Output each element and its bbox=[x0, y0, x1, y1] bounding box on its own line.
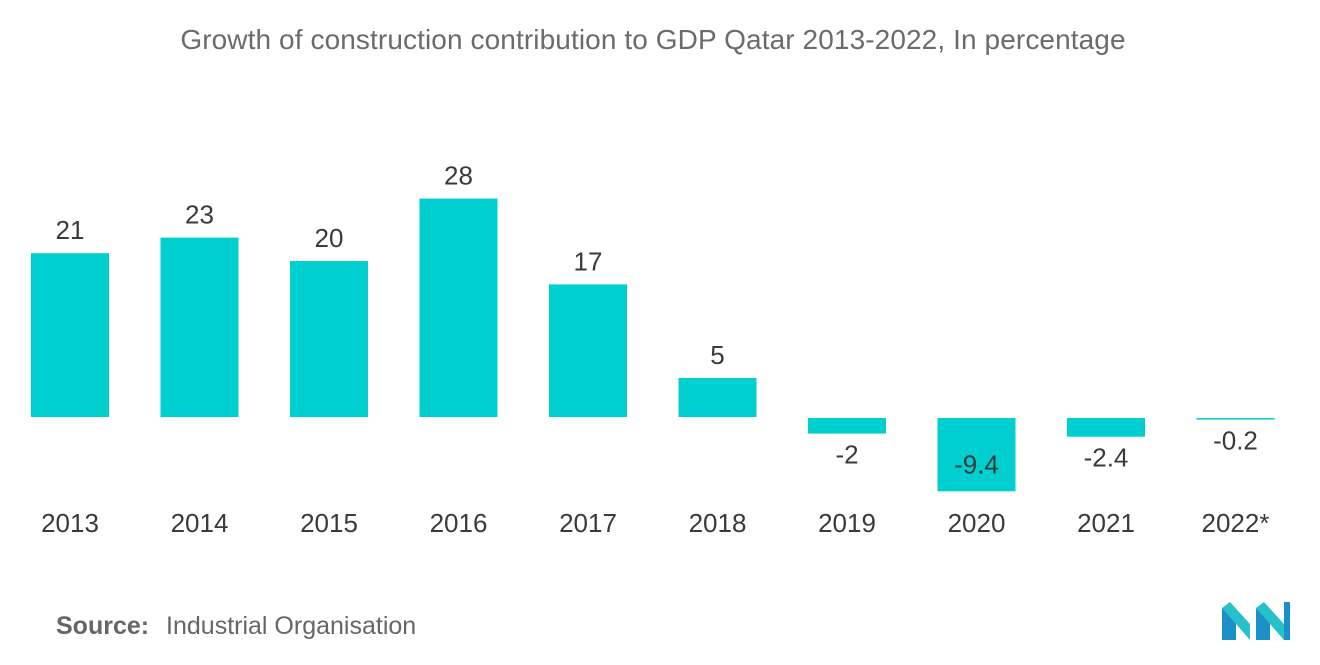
x-tick-2015: 2015 bbox=[300, 508, 358, 538]
bar-2014 bbox=[160, 237, 239, 417]
bar-2019 bbox=[808, 418, 886, 434]
value-label-2016: 28 bbox=[444, 161, 473, 191]
x-tick-2021: 2021 bbox=[1077, 508, 1135, 538]
x-tick-2018: 2018 bbox=[689, 508, 747, 538]
value-label-2021: -2.4 bbox=[1084, 443, 1129, 473]
value-label-2022*: -0.2 bbox=[1213, 426, 1258, 456]
bar-2016 bbox=[419, 198, 498, 417]
x-tick-2022*: 2022* bbox=[1202, 508, 1270, 538]
mordor-intelligence-logo-icon bbox=[1222, 602, 1290, 640]
value-label-2014: 23 bbox=[185, 200, 214, 230]
bar-2021 bbox=[1067, 418, 1145, 437]
x-axis-tick-labels: 2013 2014 2015 2016 2017 2018 2019 2020 2021 2022… bbox=[41, 508, 1269, 538]
value-label-2015: 20 bbox=[315, 223, 344, 253]
value-label-2013: 21 bbox=[56, 215, 85, 245]
value-labels-group: 21 23 20 28 17 5 -2 -9.4 -2.4 -0.2 bbox=[56, 161, 1258, 480]
x-tick-2014: 2014 bbox=[171, 508, 229, 538]
value-label-2020: -9.4 bbox=[954, 449, 999, 479]
value-label-2019: -2 bbox=[835, 440, 858, 470]
chart-title: Growth of construction contribution to G… bbox=[180, 24, 1126, 55]
bar-2022* bbox=[1196, 418, 1275, 420]
bar-2018 bbox=[678, 378, 757, 417]
bar-2017 bbox=[549, 284, 627, 417]
value-label-2018: 5 bbox=[710, 340, 724, 370]
x-tick-2013: 2013 bbox=[41, 508, 99, 538]
bars-group bbox=[31, 198, 1275, 492]
source-value: Industrial Organisation bbox=[166, 612, 417, 640]
x-tick-2017: 2017 bbox=[559, 508, 617, 538]
x-tick-2019: 2019 bbox=[818, 508, 876, 538]
x-tick-2016: 2016 bbox=[430, 508, 488, 538]
source-note: Source: Industrial Organisation bbox=[56, 612, 416, 641]
bar-2020 bbox=[937, 418, 1016, 492]
value-label-2017: 17 bbox=[574, 246, 603, 276]
bar-2015 bbox=[290, 261, 368, 417]
x-tick-2020: 2020 bbox=[948, 508, 1006, 538]
source-label: Source: bbox=[56, 612, 150, 640]
bar-2013 bbox=[31, 253, 109, 417]
